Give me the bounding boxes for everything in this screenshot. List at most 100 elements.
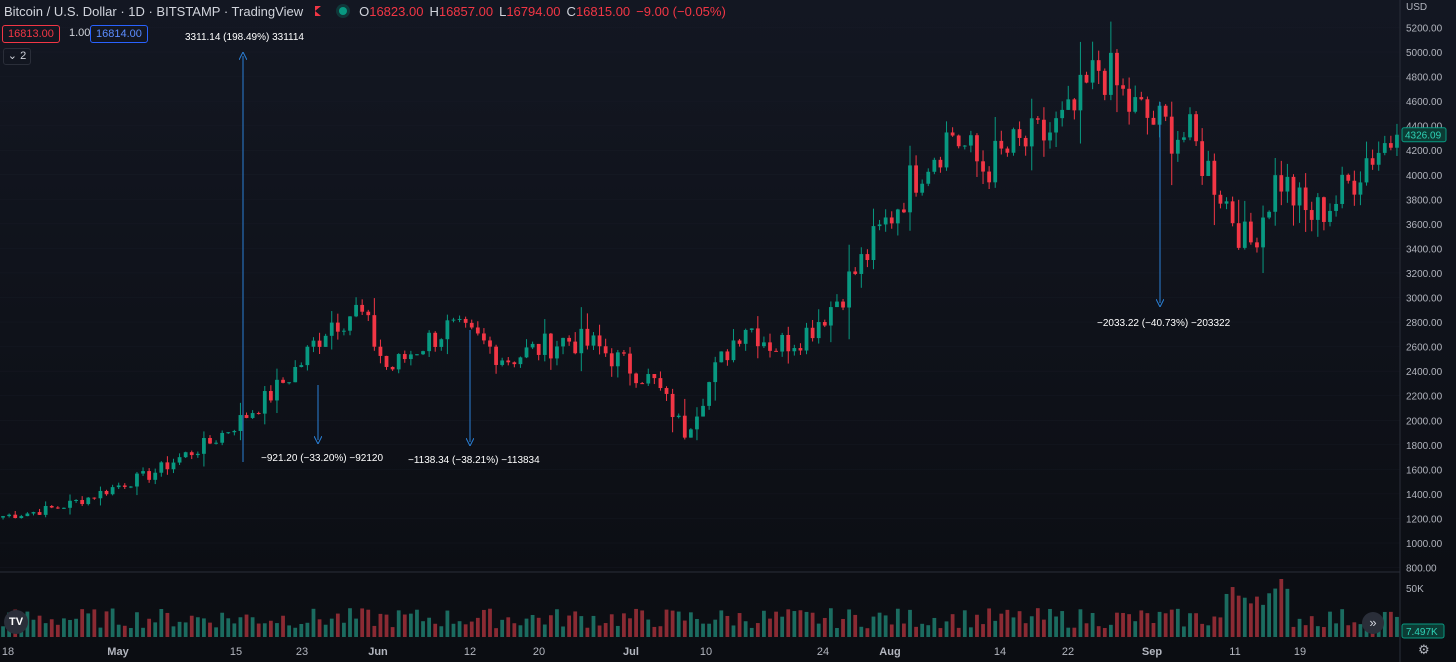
candle-body — [603, 346, 608, 354]
volume-bar — [585, 627, 590, 637]
measure-label[interactable]: −921.20 (−33.20%) −92120 — [261, 453, 383, 464]
indicators-toggle-button[interactable]: ⌄ 2 — [3, 48, 31, 65]
volume-bar — [1182, 626, 1186, 637]
candle-body — [944, 132, 949, 168]
candle-body — [956, 135, 961, 147]
candle-body — [360, 304, 365, 312]
candle-body — [494, 346, 498, 365]
chevron-double-right-icon[interactable]: » — [1362, 612, 1384, 634]
candle-body — [299, 365, 304, 367]
candle-body — [177, 457, 182, 463]
candle-body — [865, 254, 870, 261]
volume-bar — [768, 618, 772, 637]
candle-body — [165, 462, 170, 470]
volume-bar — [622, 613, 626, 637]
measure-label[interactable]: −1138.34 (−38.21%) −113834 — [408, 455, 540, 466]
volume-bar — [183, 622, 188, 637]
time-tick-label: Jul — [623, 646, 639, 658]
volume-bar — [828, 608, 833, 637]
candle-body — [950, 132, 955, 136]
candle-body — [701, 405, 705, 417]
volume-bar — [238, 617, 243, 637]
volume-bar — [1285, 588, 1290, 637]
volume-bar — [189, 615, 194, 637]
candle-body — [640, 383, 645, 385]
candle-body — [1029, 118, 1034, 147]
measure-label[interactable]: 3311.14 (198.49%) 331114 — [185, 32, 304, 43]
gear-icon[interactable]: ⚙ — [1418, 642, 1430, 657]
candle-body — [670, 393, 675, 418]
candle-body — [1206, 160, 1211, 176]
buy-button[interactable]: 16814.00 — [90, 25, 148, 43]
volume-bar — [670, 610, 675, 637]
price-tick-label: 2400.00 — [1406, 367, 1443, 378]
flag-icon[interactable] — [315, 6, 322, 16]
volume-bar — [956, 627, 961, 637]
candle-body — [573, 341, 578, 354]
volume-bar — [305, 622, 310, 637]
candle-body — [451, 319, 456, 321]
candle-body — [847, 271, 852, 308]
volume-bar — [177, 621, 182, 637]
volume-bar — [457, 621, 462, 637]
volume-bar — [378, 613, 383, 637]
candle-body — [628, 353, 632, 374]
volume-bar — [433, 623, 438, 637]
tradingview-logo-icon[interactable]: TV — [4, 610, 28, 634]
volume-bar — [287, 625, 292, 637]
volume-bar — [1218, 617, 1223, 637]
candle-body — [792, 348, 797, 352]
volume-bar — [250, 617, 255, 637]
volume-bar — [646, 619, 651, 637]
symbol-title[interactable]: Bitcoin / U.S. Dollar · 1D · BITSTAMP · … — [4, 3, 304, 19]
candle-body — [743, 329, 748, 344]
candle-body — [293, 366, 298, 383]
candle-body — [731, 340, 736, 361]
volume-bar — [463, 624, 468, 637]
candle-body — [1224, 201, 1229, 204]
time-tick-label: 20 — [533, 646, 545, 658]
volume-bar — [1011, 617, 1016, 637]
candle-body — [1121, 85, 1125, 89]
price-tick-label: 5000.00 — [1406, 48, 1443, 59]
measure-label[interactable]: −2033.22 (−40.73%) −203322 — [1097, 318, 1231, 329]
price-tick-label: 3000.00 — [1406, 294, 1443, 305]
volume-bar — [1023, 623, 1028, 637]
candle-body — [1200, 141, 1205, 176]
candle-body — [1370, 158, 1375, 165]
volume-bar — [482, 609, 486, 637]
volume-bar — [731, 625, 736, 637]
volume-bar — [567, 615, 572, 637]
volume-bar — [628, 618, 632, 637]
price-tick-label: 4800.00 — [1406, 73, 1443, 84]
currency-label[interactable]: USD — [1406, 2, 1428, 13]
quantity-value[interactable]: 1.00 — [69, 27, 91, 39]
measure-annotations[interactable]: 3311.14 (198.49%) 331114 −921.20 (−33.20%… — [185, 32, 1231, 466]
volume-bar — [676, 611, 681, 637]
volume-bar — [725, 615, 730, 637]
volume-bar — [1048, 608, 1052, 637]
candle-body — [1322, 197, 1326, 222]
candle-body — [1261, 217, 1265, 248]
candle-body — [780, 334, 785, 352]
volume-bar — [835, 627, 839, 637]
volume-bar — [244, 614, 249, 637]
volume-bar — [1133, 621, 1138, 637]
volume-bar — [1115, 612, 1119, 637]
candle-body — [1291, 176, 1296, 206]
candle-body — [305, 346, 310, 366]
volume-bar — [877, 612, 882, 637]
volume-bar — [1169, 609, 1174, 637]
candle-body — [926, 171, 931, 184]
volume-bar — [762, 610, 766, 637]
candle-body — [908, 165, 912, 213]
candle-body — [189, 452, 194, 456]
time-axis[interactable]: 18 May 15 23 Jun 12 20 Jul 10 24 Aug 14 22 Sep 11 19 — [2, 646, 1306, 658]
volume-bar — [293, 627, 298, 637]
volume-bar — [262, 623, 267, 637]
price-axis[interactable]: 5200.00 5000.00 4800.00 4600.00 4400.00 4200.… — [1406, 23, 1443, 595]
sell-button[interactable]: 16813.00 — [2, 25, 60, 43]
candle-body — [390, 366, 395, 370]
candle-body — [208, 438, 212, 444]
